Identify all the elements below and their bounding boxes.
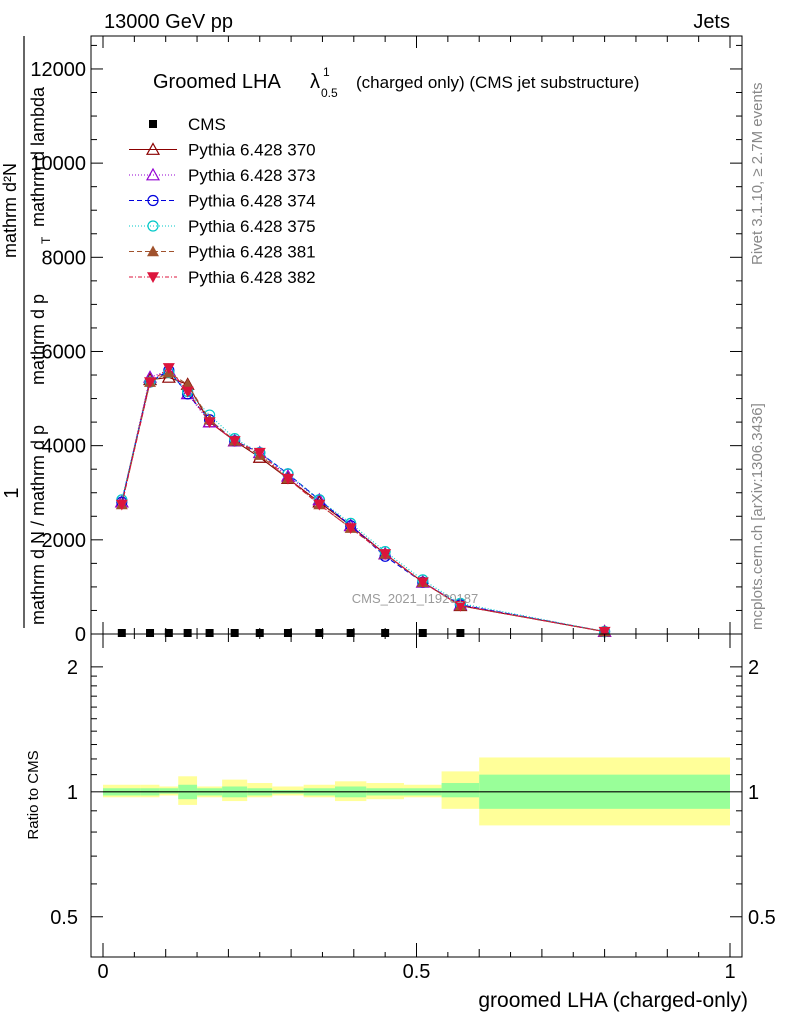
data-point	[203, 417, 216, 429]
data-point	[456, 629, 465, 637]
data-point	[344, 523, 357, 535]
data-point	[313, 499, 326, 511]
ylabel-numerator: mathrm d²N	[0, 163, 20, 258]
data-point	[144, 377, 157, 389]
data-point	[418, 629, 427, 637]
header-right-label: Jets	[693, 11, 730, 33]
series-0	[117, 629, 465, 637]
legend-marker	[149, 120, 157, 128]
legend-label: Pythia 6.428 374	[188, 192, 316, 211]
data-point	[346, 629, 355, 637]
legend: CMS Pythia 6.428 370 Pythia 6.428 373 Pythi…	[129, 115, 316, 287]
ratio-y-tick-label-right: 0.5	[748, 907, 776, 929]
legend-label: Pythia 6.428 382	[188, 268, 316, 287]
title-suffix: (charged only) (CMS jet substructure)	[356, 73, 639, 92]
data-point	[315, 629, 324, 637]
data-point	[379, 549, 392, 560]
header-left-label: 13000 GeV pp	[104, 11, 233, 33]
title-main: Groomed LHA	[153, 71, 281, 93]
data-point	[117, 629, 126, 637]
main-ylabel: 1 mathrm d N / mathrm d p mathrm d²N mat…	[0, 36, 53, 628]
data-point	[381, 629, 390, 637]
title-subscript: 0.5	[321, 86, 338, 100]
legend-label: CMS	[188, 115, 226, 134]
ylabel-lambda: mathrm d lambda	[28, 86, 48, 227]
data-point	[181, 386, 194, 398]
data-point	[146, 629, 155, 637]
y-tick-label: 2000	[42, 530, 87, 552]
x-tick-label: 1	[724, 961, 735, 983]
x-tick-label: 0.5	[403, 961, 431, 983]
y-tick-label: 4000	[42, 436, 87, 458]
legend-label: Pythia 6.428 373	[188, 166, 316, 185]
plot-title: Groomed LHA λ 1 0.5 (charged only) (CMS …	[153, 65, 639, 100]
ylabel-pt-subscript: T	[39, 236, 53, 244]
ratio-y-tick-label: 0.5	[50, 907, 78, 929]
ratio-y-tick-label-right: 1	[748, 782, 759, 804]
data-point	[228, 436, 241, 447]
legend-marker	[147, 194, 159, 207]
title-symbol: λ	[310, 71, 320, 93]
ratio-y-tick-label: 1	[67, 782, 78, 804]
data-point	[164, 629, 173, 637]
uncertainty-band-inner	[441, 783, 480, 798]
ylabel-one: 1	[1, 487, 23, 498]
data-point	[205, 629, 214, 637]
series-line	[121, 376, 605, 633]
data-point	[416, 577, 429, 589]
ratio-y-tick-label: 2	[67, 657, 78, 679]
main-plot: 0 2000 4000 6000 8000 10000 12000	[30, 35, 743, 646]
data-point	[181, 378, 194, 390]
y-tick-label: 8000	[42, 247, 87, 269]
data-point	[162, 363, 175, 374]
data-point	[255, 629, 264, 637]
legend-label: Pythia 6.428 375	[188, 217, 316, 236]
mcplots-label: mcplots.cern.ch [arXiv:1306.3436]	[749, 403, 766, 630]
y-tick-label: 12000	[30, 59, 86, 81]
series-line	[121, 367, 605, 633]
y-tick-label: 6000	[42, 341, 87, 363]
uncertainty-band-inner	[159, 788, 179, 794]
y-tick-label: 0	[75, 624, 86, 646]
legend-marker	[145, 142, 161, 155]
ratio-plot: 0.5 0.5 1 1 2 2 0 0.5 1	[50, 633, 776, 983]
x-tick-label: 0	[97, 961, 108, 983]
data-point	[283, 629, 292, 637]
data-point	[598, 626, 611, 638]
ratio-ylabel: Ratio to CMS	[25, 750, 42, 839]
analysis-watermark: CMS_2021_I1920187	[352, 591, 479, 606]
title-superscript: 1	[323, 65, 330, 79]
ratio-y-tick-label-right: 2	[748, 657, 759, 679]
legend-marker	[145, 167, 161, 181]
legend-marker	[147, 272, 159, 283]
data-point	[115, 499, 128, 511]
data-point	[253, 447, 266, 459]
data-point	[183, 629, 192, 637]
data-point	[454, 600, 467, 612]
y-tick-label: 10000	[30, 153, 86, 175]
ylabel-denominator: mathrm d N / mathrm d p	[28, 425, 48, 625]
data-point	[230, 629, 239, 637]
legend-marker	[147, 220, 159, 232]
xlabel: groomed LHA (charged-only)	[478, 989, 748, 1012]
series-6	[115, 363, 611, 638]
legend-label: Pythia 6.428 381	[188, 243, 316, 262]
series-line	[121, 372, 605, 633]
rivet-version-label: Rivet 3.1.10, ≥ 2.7M events	[749, 83, 766, 266]
legend-label: Pythia 6.428 370	[188, 141, 316, 160]
data-point	[281, 473, 294, 485]
ylabel-numerator-pt: mathrm d p	[28, 294, 48, 385]
legend-marker	[147, 245, 159, 257]
